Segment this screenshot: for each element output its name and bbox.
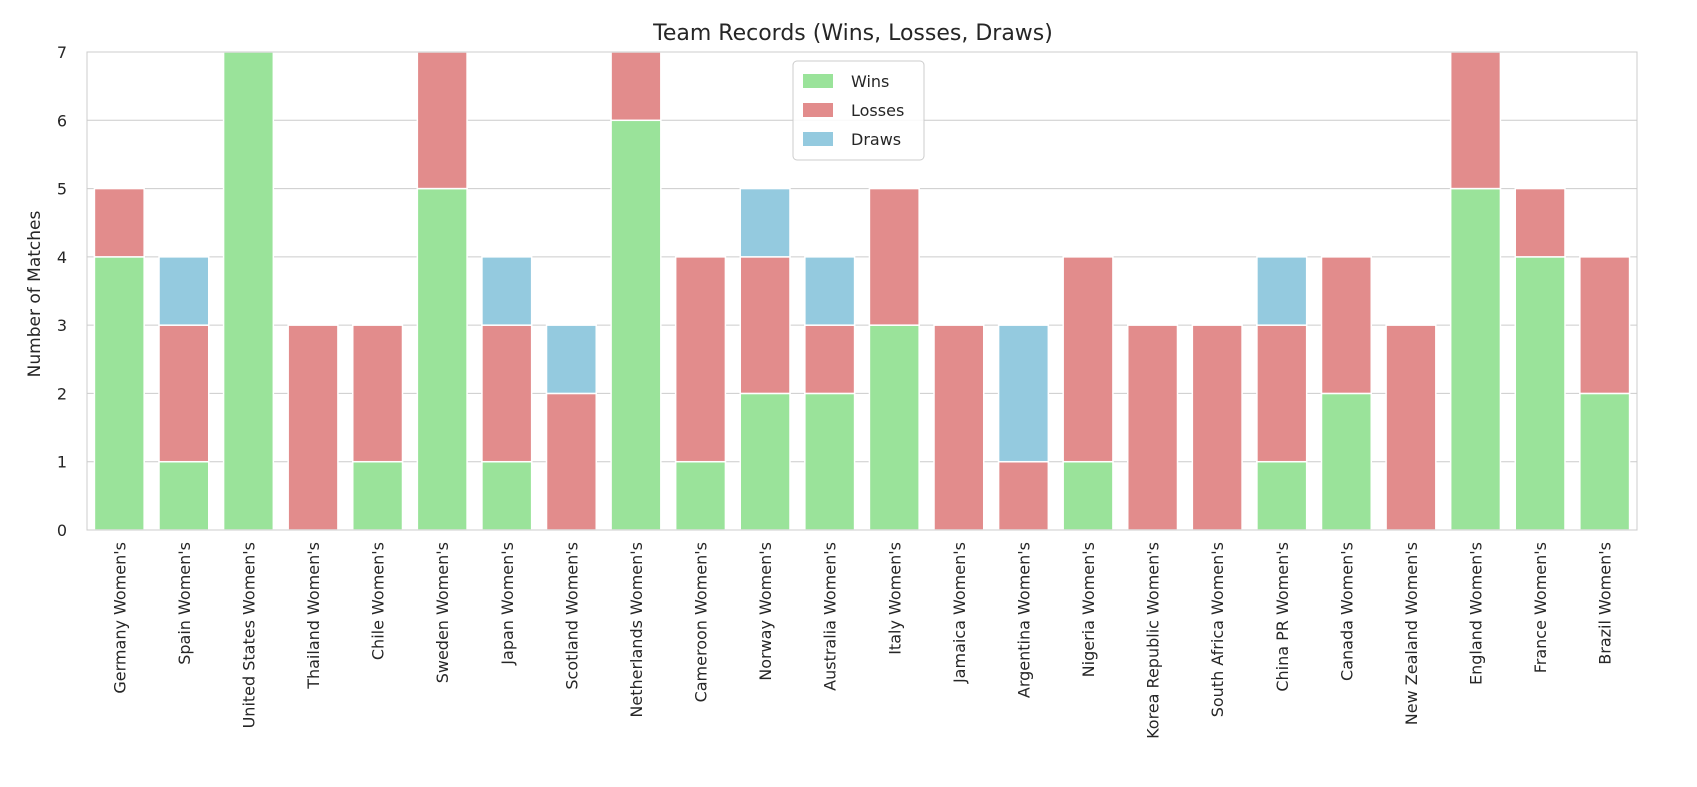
legend: Wins Losses Draws [792, 60, 925, 161]
bar-losses-8 [610, 51, 662, 122]
chart-title: Team Records (Wins, Losses, Draws) [652, 21, 1053, 46]
bar-losses-9 [674, 256, 727, 463]
x-tick-label: Brazil Women's [1596, 542, 1615, 665]
x-tick-label: China PR Women's [1273, 542, 1292, 692]
bar-losses-15 [1062, 256, 1114, 463]
x-axis-ticks: Germany Women's Spain Women's United State… [110, 542, 1614, 739]
y-tick-label: 7 [57, 43, 67, 62]
bar-losses-1 [158, 324, 210, 463]
bar-wins-15 [1062, 460, 1114, 531]
x-tick-label: Netherlands Women's [627, 542, 646, 718]
bar-wins-4 [352, 460, 404, 531]
y-tick-label: 4 [57, 248, 67, 267]
bar-wins-12 [868, 324, 920, 531]
legend-swatch-draws [803, 132, 833, 146]
bar-draws-14 [997, 324, 1050, 463]
bar-wins-19 [1320, 392, 1372, 531]
y-tick-label: 3 [57, 316, 67, 335]
bar-wins-23 [1579, 392, 1631, 531]
x-tick-label: United States Women's [239, 542, 258, 728]
bar-losses-0 [93, 187, 145, 258]
y-tick-label: 2 [57, 384, 67, 403]
bar-losses-12 [868, 187, 920, 326]
bar-losses-4 [352, 324, 404, 463]
y-axis-ticks: 0 1 2 3 4 5 6 7 [57, 43, 67, 540]
x-tick-label: Germany Women's [110, 542, 129, 694]
x-tick-label: Jamaica Women's [950, 542, 969, 684]
bar-wins-21 [1449, 187, 1502, 531]
x-tick-label: Japan Women's [498, 542, 517, 666]
bar-losses-3 [287, 324, 339, 531]
bar-draws-7 [545, 324, 597, 395]
bar-draws-1 [158, 256, 210, 326]
bar-losses-6 [481, 324, 533, 463]
y-tick-label: 6 [57, 111, 67, 130]
bar-losses-14 [997, 460, 1050, 531]
bar-losses-20 [1385, 324, 1437, 531]
legend-label-wins: Wins [851, 72, 889, 91]
y-tick-label: 5 [57, 180, 67, 199]
bar-losses-23 [1579, 256, 1631, 395]
bar-wins-0 [93, 256, 145, 531]
x-tick-label: Spain Women's [175, 542, 194, 665]
bar-losses-11 [804, 324, 856, 395]
x-tick-label: Thailand Women's [304, 542, 323, 690]
bar-wins-2 [222, 51, 275, 531]
x-tick-label: Korea Republic Women's [1144, 542, 1163, 739]
legend-swatch-losses [803, 103, 833, 117]
bar-wins-22 [1514, 256, 1566, 531]
x-tick-label: England Women's [1467, 542, 1486, 685]
x-tick-label: France Women's [1531, 542, 1550, 673]
bar-draws-11 [804, 256, 856, 326]
bar-wins-1 [158, 460, 210, 531]
bar-draws-18 [1256, 256, 1308, 326]
bar-wins-11 [804, 392, 856, 531]
bar-losses-10 [739, 256, 791, 395]
bar-losses-5 [416, 51, 468, 190]
bar-wins-5 [416, 187, 468, 531]
x-tick-label: Nigeria Women's [1079, 542, 1098, 677]
y-axis-label: Number of Matches [25, 211, 45, 378]
bar-losses-22 [1514, 187, 1566, 258]
x-tick-label: New Zealand Women's [1402, 542, 1421, 725]
x-tick-label: South Africa Women's [1208, 542, 1227, 717]
legend-label-draws: Draws [851, 130, 901, 149]
x-tick-label: Argentina Women's [1014, 542, 1033, 698]
bar-wins-9 [674, 460, 727, 531]
x-tick-label: Scotland Women's [562, 542, 581, 690]
bar-losses-13 [933, 324, 985, 531]
x-tick-label: Norway Women's [756, 542, 775, 681]
x-tick-label: Sweden Women's [433, 542, 452, 683]
bar-losses-19 [1320, 256, 1372, 395]
x-tick-label: Canada Women's [1337, 542, 1356, 681]
x-tick-label: Cameroon Women's [692, 542, 711, 702]
bar-losses-21 [1449, 51, 1502, 190]
bar-wins-10 [739, 392, 791, 531]
y-tick-label: 1 [57, 453, 67, 472]
grid-lines [87, 51, 1637, 531]
bar-losses-17 [1191, 324, 1243, 531]
bar-wins-6 [481, 460, 533, 531]
y-tick-label: 0 [57, 521, 67, 540]
x-tick-label: Australia Women's [821, 542, 840, 691]
legend-swatch-wins [803, 74, 833, 88]
x-tick-label: Chile Women's [369, 542, 388, 660]
legend-label-losses: Losses [851, 101, 904, 120]
bar-wins-8 [610, 119, 662, 531]
bar-wins-18 [1256, 460, 1308, 531]
bar-losses-7 [545, 392, 597, 531]
bar-losses-18 [1256, 324, 1308, 463]
bar-draws-6 [481, 256, 533, 326]
bar-draws-10 [739, 187, 791, 258]
plot-frame [86, 51, 1638, 531]
bar-losses-16 [1127, 324, 1179, 531]
x-tick-label: Italy Women's [885, 542, 904, 655]
